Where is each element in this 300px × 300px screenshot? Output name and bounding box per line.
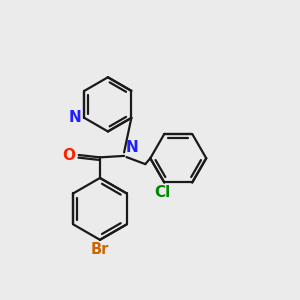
Text: O: O	[62, 148, 75, 163]
Text: Br: Br	[91, 242, 109, 257]
Text: N: N	[125, 140, 138, 155]
Text: N: N	[69, 110, 82, 125]
Text: Cl: Cl	[155, 185, 171, 200]
